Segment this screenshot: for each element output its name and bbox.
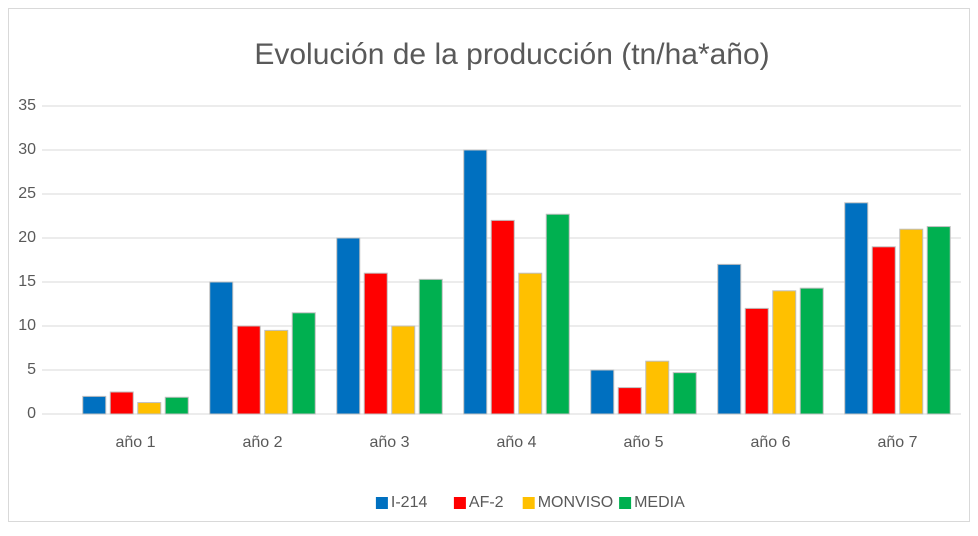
x-tick-label: año 3 — [369, 434, 409, 451]
bar — [236, 325, 261, 415]
x-tick-label: año 2 — [242, 434, 282, 451]
legend-label: MONVISO — [538, 494, 614, 511]
bar — [490, 219, 515, 415]
bar — [291, 312, 316, 415]
bar — [391, 325, 416, 415]
bar — [109, 391, 134, 415]
bar — [717, 263, 742, 415]
bar — [164, 396, 189, 415]
bar — [899, 228, 924, 415]
y-tick-label: 5 — [27, 361, 36, 378]
bar — [617, 387, 642, 415]
x-tick-label: año 5 — [623, 434, 663, 451]
legend-swatch — [375, 497, 388, 509]
bar — [363, 272, 388, 415]
y-tick-label: 30 — [18, 141, 36, 158]
bar — [926, 226, 951, 415]
bar — [772, 290, 797, 415]
bar — [82, 395, 107, 415]
y-tick-label: 25 — [18, 185, 36, 202]
x-tick-label: año 1 — [115, 434, 155, 451]
bar — [418, 278, 443, 415]
y-tick-label: 10 — [18, 317, 36, 334]
bar — [871, 246, 896, 415]
legend-label: MEDIA — [634, 494, 685, 511]
legend-swatch — [453, 497, 466, 509]
bar — [518, 272, 543, 415]
bar — [844, 202, 869, 415]
bar — [645, 360, 670, 415]
legend-swatch — [522, 497, 535, 509]
y-tick-label: 15 — [18, 273, 36, 290]
x-tick-label: año 6 — [750, 434, 790, 451]
y-tick-label: 0 — [27, 405, 36, 422]
bar — [672, 372, 697, 415]
bar — [264, 329, 289, 415]
y-tick-label: 35 — [18, 97, 36, 114]
chart-border — [8, 8, 970, 522]
chart-title: Evolución de la producción (tn/ha*año) — [254, 38, 769, 71]
y-tick-label: 20 — [18, 229, 36, 246]
bar — [744, 307, 769, 415]
bar — [137, 402, 162, 415]
legend-label: AF-2 — [469, 494, 504, 511]
bar — [336, 237, 361, 415]
legend-label: I-214 — [391, 494, 428, 511]
x-tick-label: año 7 — [877, 434, 917, 451]
x-tick-label: año 4 — [496, 434, 536, 451]
bar — [209, 281, 234, 415]
bar — [545, 213, 570, 415]
legend-swatch — [619, 497, 632, 509]
bar — [590, 369, 615, 415]
bar — [799, 287, 824, 415]
bar — [463, 149, 488, 415]
